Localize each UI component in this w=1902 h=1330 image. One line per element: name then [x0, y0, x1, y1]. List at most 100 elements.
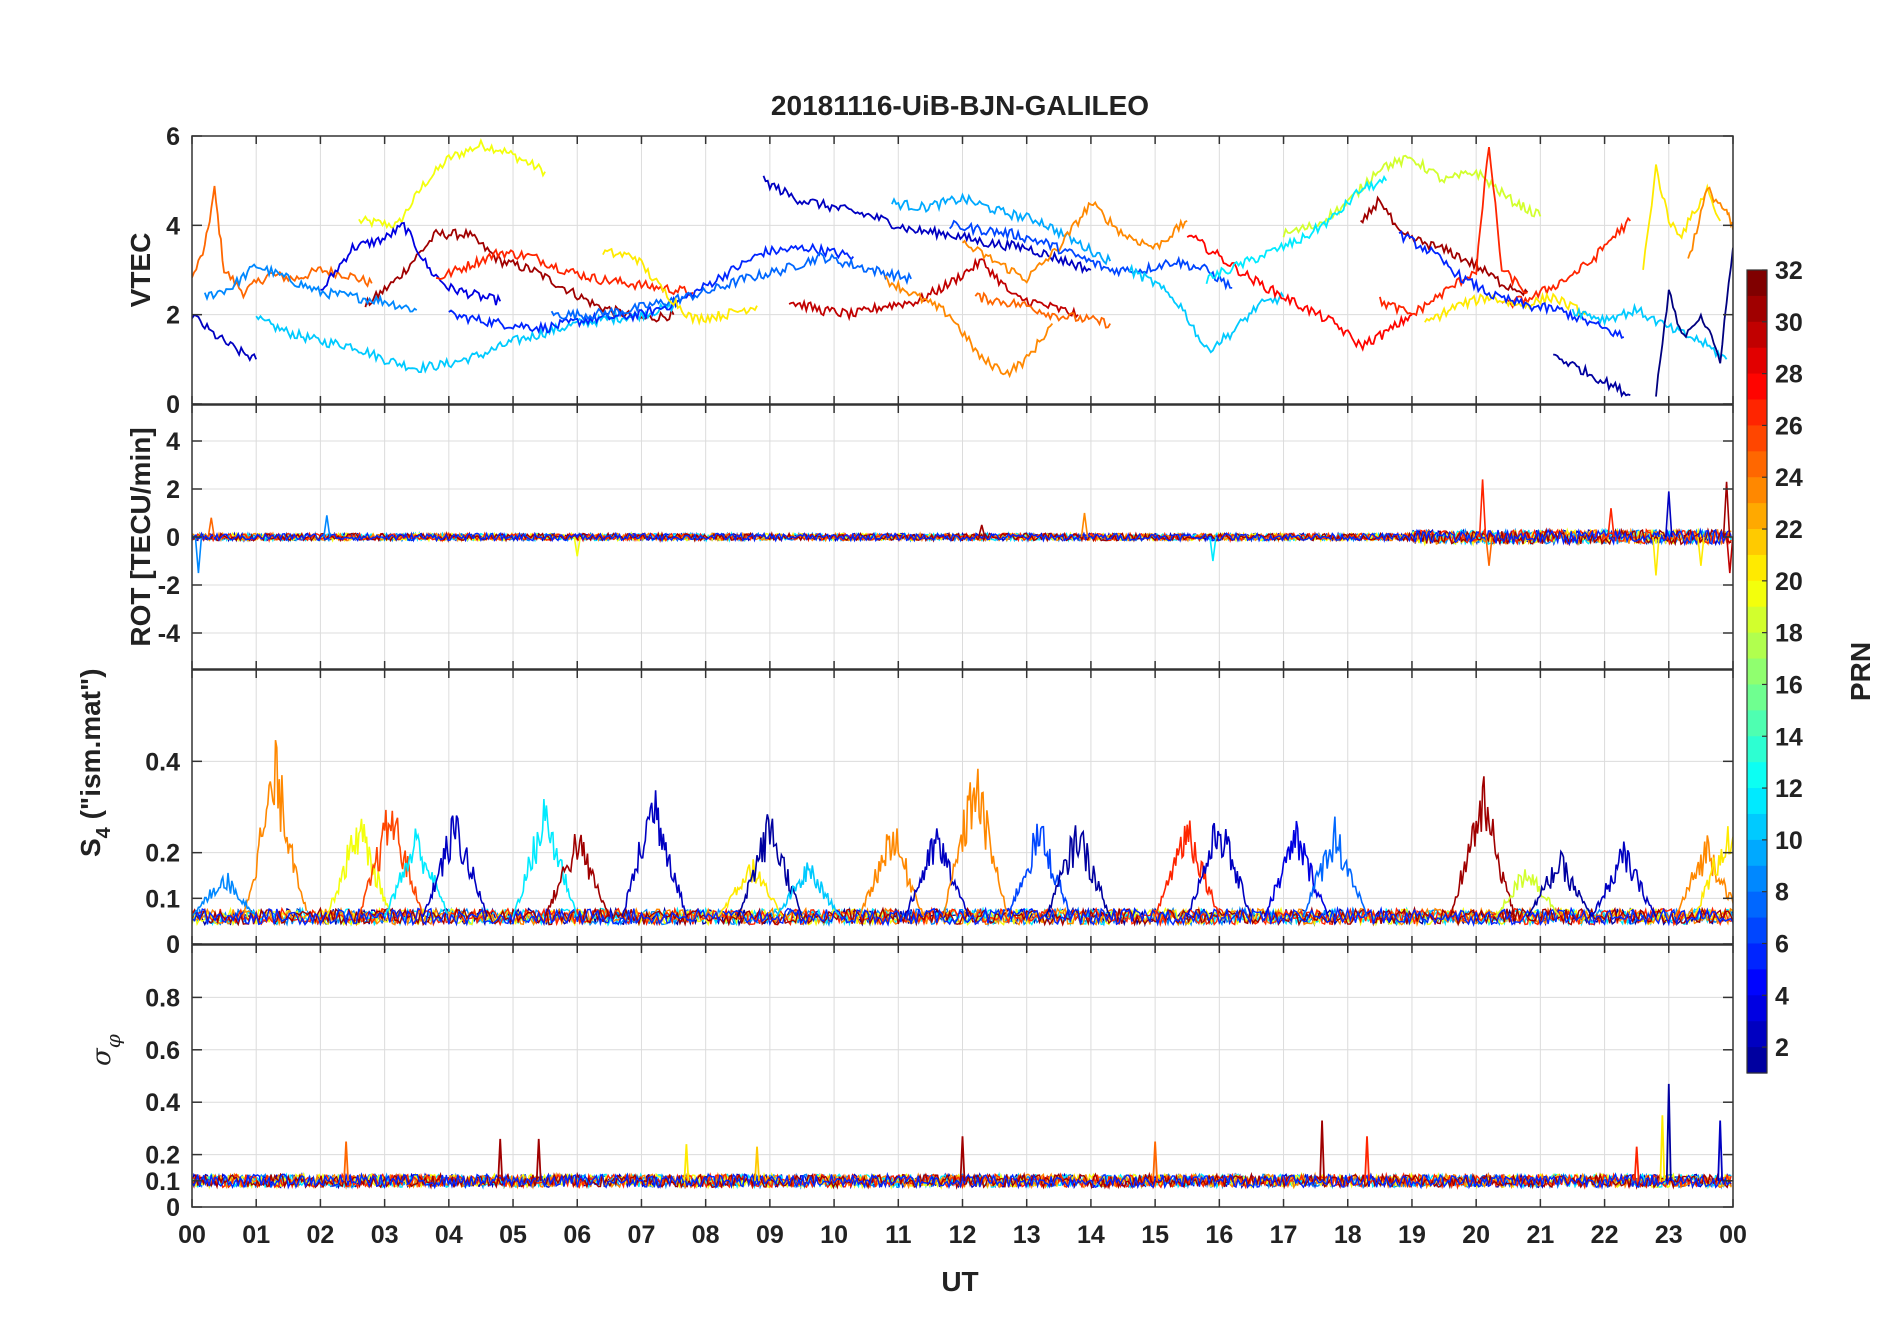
colorbar-tick-label: 22 — [1775, 516, 1803, 544]
colorbar-segment — [1747, 321, 1767, 349]
y-axis-label-main: S — [75, 838, 106, 857]
x-tick-label: 05 — [499, 1221, 527, 1249]
vtec-series-prn-20 — [358, 138, 546, 230]
vtec-series-prn-21 — [1642, 164, 1721, 270]
s4-baseline-prn-6 — [192, 905, 1733, 928]
s4-burst — [1154, 820, 1221, 917]
x-tick-label: 22 — [1591, 1221, 1619, 1249]
colorbar-segment — [1747, 762, 1767, 789]
y-tick-label: 0.1 — [145, 1168, 180, 1196]
colorbar-tick-label: 26 — [1775, 412, 1803, 440]
vtec-series-prn-31 — [364, 227, 675, 323]
s4-burst — [1302, 816, 1368, 917]
rot-spike — [1478, 479, 1487, 538]
vtec-series-prn-11 — [1571, 302, 1728, 360]
rot-spike — [1725, 536, 1733, 574]
colorbar-frame — [1746, 269, 1768, 1074]
panel-sigma: 00.10.2 0.4 0.6 0.8 σφ 00 01 02 03 04 05 06 07 08 09 10… — [87, 944, 1747, 1249]
x-tick-label: 20 — [1462, 1221, 1490, 1249]
data-layer — [192, 138, 1733, 398]
vtec-series-prn-28 — [1186, 234, 1413, 352]
vtec-series-prn-1 — [1655, 247, 1733, 397]
s4-burst — [621, 790, 688, 917]
x-tick-label: 00 — [178, 1221, 206, 1249]
s4-burst — [358, 809, 423, 917]
y-axis-label-sub: φ — [101, 1034, 125, 1048]
s4-burst — [737, 814, 803, 917]
rot-spike — [977, 524, 986, 538]
y-tick-label: 0 — [166, 524, 180, 552]
vtec-series-prn-3 — [762, 175, 1092, 275]
y-axis-label: ROT [TECU/min] — [125, 427, 156, 646]
colorbar-segment — [1747, 373, 1767, 401]
x-tick-label: 14 — [1077, 1221, 1105, 1249]
rot-spike — [1080, 512, 1089, 538]
data-layer — [192, 1083, 1732, 1190]
colorbar-tick-label: 32 — [1775, 257, 1803, 285]
colorbar-segment — [1747, 529, 1767, 556]
colorbar-segment — [1747, 295, 1767, 323]
colorbar-tick-label: 6 — [1775, 930, 1789, 958]
s4-burst — [1494, 869, 1561, 918]
s4-burst — [1449, 776, 1516, 917]
x-tick-label: 21 — [1526, 1221, 1554, 1249]
x-tick-label: 12 — [949, 1221, 977, 1249]
s4-burst — [1590, 841, 1657, 917]
rot-spike — [1722, 481, 1731, 538]
colorbar-segment — [1747, 1021, 1767, 1048]
sigma-spike — [1633, 1146, 1640, 1181]
colorbar-tick-label: 20 — [1775, 568, 1803, 596]
rot-spike — [573, 536, 582, 557]
y-tick-label: 0.8 — [145, 984, 180, 1012]
vtec-series-prn-25 — [974, 291, 1111, 329]
s4-burst — [512, 798, 578, 917]
x-tick-label: 01 — [242, 1221, 270, 1249]
colorbar-tick-label: 8 — [1775, 879, 1789, 907]
y-axis-label-sub: 4 — [93, 826, 115, 838]
y-axis-label-rest: ("ism.mat") — [75, 668, 106, 827]
rot-spike — [194, 536, 203, 574]
y-tick-label: 0.6 — [145, 1037, 180, 1065]
vtec-series-prn-11 — [1128, 263, 1285, 354]
vtec-series-prn-4 — [320, 221, 502, 306]
y-tick-label: 2 — [166, 302, 180, 330]
y-tick-label: 0 — [166, 931, 180, 959]
panel-rot: -4 -2 0 2 4 ROT [TECU/min] — [125, 404, 1734, 670]
colorbar-segment — [1747, 658, 1767, 686]
data-layer — [192, 479, 1733, 576]
x-tick-label: 02 — [307, 1221, 335, 1249]
colorbar-tick-label: 4 — [1775, 982, 1789, 1010]
x-tick-label: 15 — [1141, 1221, 1169, 1249]
colorbar-segment — [1747, 451, 1767, 478]
s4-burst — [903, 828, 970, 917]
sigma-spike — [1152, 1141, 1159, 1181]
colorbar-tick-label: 24 — [1775, 464, 1803, 492]
s4-burst — [1045, 825, 1111, 917]
rot-series-prn-27 — [192, 527, 1732, 547]
colorbar-segment — [1747, 580, 1767, 608]
y-axis-label: VTEC — [125, 233, 156, 308]
x-tick-label: 18 — [1334, 1221, 1362, 1249]
y-tick-label: 0 — [166, 391, 180, 419]
sigma-series-prn-6 — [192, 1171, 1732, 1190]
y-tick-label: 0.2 — [145, 840, 180, 868]
s4-burst — [242, 739, 308, 917]
x-tick-label: 13 — [1013, 1221, 1041, 1249]
colorbar-segment — [1747, 684, 1767, 711]
vtec-series-prn-24 — [961, 200, 1188, 284]
x-axis-label: UT — [941, 1266, 978, 1297]
colorbar-segment — [1747, 399, 1767, 427]
y-tick-label: -4 — [158, 620, 180, 648]
vtec-series-prn-11 — [255, 300, 675, 374]
rot-spike — [1209, 536, 1217, 562]
s4-burst — [326, 818, 391, 917]
s4-burst — [942, 768, 1009, 917]
colorbar-tick-label: 28 — [1775, 361, 1803, 389]
panel-vtec: 0 2 4 6 VTEC — [125, 123, 1734, 419]
rot-series-prn-6 — [192, 527, 1732, 547]
colorbar-segment — [1747, 788, 1767, 815]
sigma-spike — [535, 1138, 542, 1181]
s4-burst — [1693, 826, 1733, 917]
sigma-spike — [1319, 1120, 1325, 1181]
